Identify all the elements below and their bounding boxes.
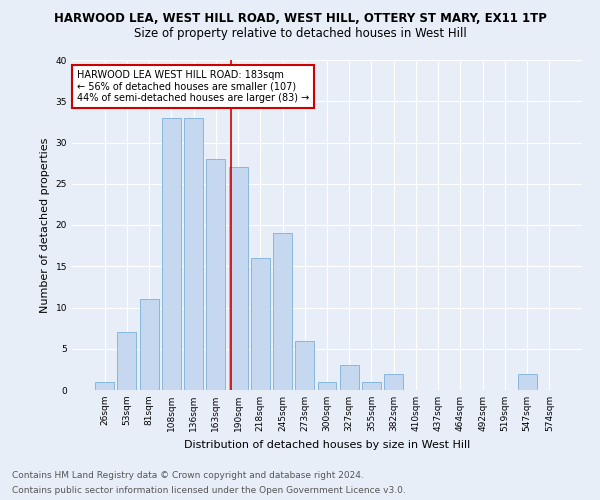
X-axis label: Distribution of detached houses by size in West Hill: Distribution of detached houses by size … — [184, 440, 470, 450]
Text: HARWOOD LEA WEST HILL ROAD: 183sqm
← 56% of detached houses are smaller (107)
44: HARWOOD LEA WEST HILL ROAD: 183sqm ← 56%… — [77, 70, 310, 103]
Bar — [140, 299, 158, 390]
Bar — [251, 258, 270, 390]
Text: HARWOOD LEA, WEST HILL ROAD, WEST HILL, OTTERY ST MARY, EX11 1TP: HARWOOD LEA, WEST HILL ROAD, WEST HILL, … — [53, 12, 547, 26]
Bar — [295, 340, 314, 390]
Y-axis label: Number of detached properties: Number of detached properties — [40, 138, 50, 312]
Text: Contains HM Land Registry data © Crown copyright and database right 2024.: Contains HM Land Registry data © Crown c… — [12, 471, 364, 480]
Bar — [340, 365, 359, 390]
Bar — [273, 233, 292, 390]
Bar — [162, 118, 181, 390]
Bar — [118, 332, 136, 390]
Bar — [206, 159, 225, 390]
Bar — [95, 382, 114, 390]
Text: Size of property relative to detached houses in West Hill: Size of property relative to detached ho… — [134, 28, 466, 40]
Bar — [362, 382, 381, 390]
Bar — [384, 374, 403, 390]
Text: Contains public sector information licensed under the Open Government Licence v3: Contains public sector information licen… — [12, 486, 406, 495]
Bar — [229, 167, 248, 390]
Bar — [184, 118, 203, 390]
Bar — [518, 374, 536, 390]
Bar — [317, 382, 337, 390]
